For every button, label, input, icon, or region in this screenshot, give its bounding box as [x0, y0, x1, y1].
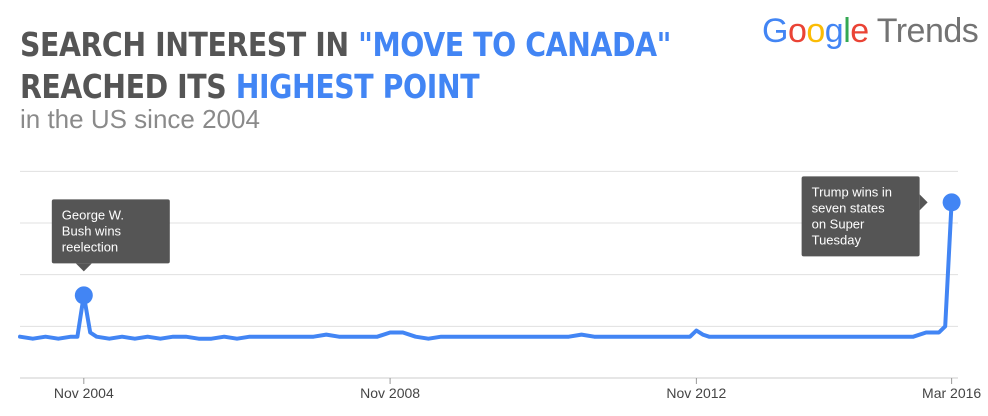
logo-letter: o	[787, 12, 807, 50]
google-trends-logo: Google Trends	[762, 12, 979, 51]
highlight-point	[942, 193, 961, 212]
headline-text: REACHED ITS	[20, 67, 236, 106]
annotation-label: Bush wins	[62, 223, 122, 238]
annotation-box	[801, 176, 920, 257]
x-tick-label: Mar 2016	[922, 385, 981, 401]
logo-letter: o	[806, 12, 825, 50]
logo-letter: e	[850, 12, 869, 50]
headline: SEARCH INTEREST IN "MOVE TO CANADA" REAC…	[20, 24, 671, 108]
x-tick-label: Nov 2004	[54, 385, 114, 401]
logo-letter: l	[843, 12, 851, 50]
annotation-box	[51, 199, 170, 264]
headline-highlight: "MOVE TO CANADA"	[358, 25, 672, 64]
highlight-point	[74, 286, 93, 305]
logo-letter: g	[824, 12, 844, 50]
headline-line-1: SEARCH INTEREST IN "MOVE TO CANADA"	[20, 24, 671, 66]
logo-letter: G	[762, 12, 788, 50]
google-wordmark: Google	[762, 12, 869, 50]
x-tick-label: Nov 2008	[360, 385, 420, 401]
subtitle: in the US since 2004	[20, 104, 260, 134]
annotation-label: Tuesday	[812, 232, 862, 247]
trends-wordmark: Trends	[876, 12, 979, 50]
annotation-pointer	[919, 194, 928, 211]
annotation-label: reelection	[62, 239, 118, 254]
annotation-label: on Super	[812, 216, 865, 231]
series-line	[18, 200, 954, 341]
headline-highlight: HIGHEST POINT	[235, 67, 480, 106]
annotation-pointer	[75, 263, 92, 272]
headline-text: SEARCH INTEREST IN	[20, 25, 359, 64]
annotation-label: Trump wins in	[812, 184, 892, 199]
headline-line-2: REACHED ITS HIGHEST POINT	[20, 66, 671, 108]
annotation-label: George W.	[62, 207, 124, 222]
annotation-label: seven states	[812, 200, 885, 215]
x-tick-label: Nov 2012	[666, 385, 726, 401]
